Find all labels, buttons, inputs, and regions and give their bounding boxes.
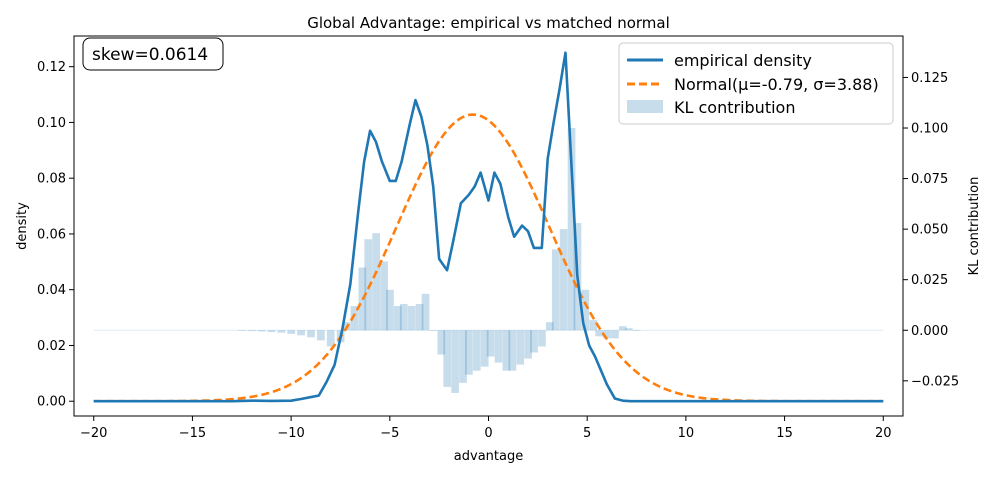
y2-tick-label: 0.075 <box>911 172 948 187</box>
kl-bar <box>364 239 373 331</box>
kl-bar <box>386 289 394 331</box>
kl-bar <box>277 330 286 333</box>
legend-swatch-kl <box>627 100 663 113</box>
x-tick-label: −5 <box>380 426 399 441</box>
chart-title: Global Advantage: empirical vs matched n… <box>307 14 670 32</box>
kl-bar <box>297 330 305 336</box>
kl-bar <box>624 328 633 331</box>
y2-tick-label: 0.000 <box>911 324 948 339</box>
y-axis: 0.00 0.02 0.04 0.06 0.08 0.10 0.12 <box>37 60 74 410</box>
kl-bar <box>399 303 408 331</box>
legend-label-kl: KL contribution <box>674 98 795 117</box>
kl-bar <box>603 330 611 339</box>
skew-annotation: skew=0.0614 <box>82 37 224 71</box>
kl-bar <box>415 303 424 331</box>
x-tick-label: 10 <box>678 426 695 441</box>
kl-bar <box>437 330 446 355</box>
kl-bar <box>508 330 517 371</box>
kl-bar <box>267 330 276 333</box>
kl-bar <box>551 249 560 331</box>
y-tick-label: 0.08 <box>37 172 66 187</box>
y-axis-label: density <box>15 202 30 250</box>
kl-bar <box>538 330 546 347</box>
x-tick-label: −10 <box>277 426 304 441</box>
kl-bar <box>486 330 495 357</box>
x-tick-label: 15 <box>776 426 793 441</box>
skew-annotation-text: skew=0.0614 <box>92 45 208 65</box>
kl-bar <box>287 330 296 334</box>
x-tick-label: 0 <box>484 426 492 441</box>
kl-bar <box>545 322 554 331</box>
kl-bar <box>326 330 335 347</box>
kl-bar <box>524 330 532 359</box>
kl-bar <box>317 330 325 341</box>
y2-tick-label: 0.100 <box>911 122 948 137</box>
kl-bar <box>516 330 525 365</box>
y2-tick-label: −0.025 <box>911 374 959 389</box>
kl-bar <box>350 305 359 331</box>
kl-bar <box>459 330 467 383</box>
kl-bar <box>472 330 481 371</box>
kl-bar <box>257 330 266 332</box>
kl-bar <box>465 330 473 375</box>
y-tick-label: 0.06 <box>37 227 66 242</box>
kl-bar <box>632 330 641 331</box>
legend-label-empirical: empirical density <box>674 51 812 70</box>
x-tick-label: −15 <box>179 426 206 441</box>
y2-tick-label: 0.050 <box>911 223 948 238</box>
y-tick-label: 0.00 <box>37 395 66 410</box>
x-tick-label: 5 <box>583 426 591 441</box>
kl-bar <box>238 330 246 331</box>
y-tick-label: 0.04 <box>37 283 66 298</box>
y-tick-label: 0.02 <box>37 339 66 354</box>
kl-bar <box>443 330 452 387</box>
kl-bar <box>559 229 568 331</box>
legend-box <box>618 42 894 125</box>
empirical-density-line <box>93 51 884 403</box>
kl-bar <box>595 330 604 337</box>
x-axis-label: advantage <box>454 449 523 464</box>
x-axis: −20 −15 −10 −5 0 5 10 15 20 <box>80 416 892 441</box>
x-tick-label: 20 <box>875 426 892 441</box>
kl-bar <box>502 330 511 371</box>
y2-axis: −0.025 0.000 0.025 0.050 0.075 0.100 0.125 <box>903 71 959 389</box>
kl-bar <box>581 289 590 331</box>
kl-bar <box>480 330 489 367</box>
kl-bar <box>567 128 576 331</box>
kl-bar <box>589 320 598 331</box>
legend-label-normal: Normal(μ=-0.79, σ=3.88) <box>674 75 879 94</box>
y2-tick-label: 0.025 <box>911 273 948 288</box>
kl-bar <box>307 330 315 338</box>
y2-axis-label: KL contribution <box>967 177 982 276</box>
kl-bar <box>429 330 438 331</box>
kl-bar <box>372 233 380 331</box>
kl-contribution-bars <box>93 128 884 393</box>
kl-bar <box>619 326 627 331</box>
y-tick-label: 0.10 <box>37 116 66 131</box>
kl-bar <box>407 305 416 331</box>
y-tick-label: 0.12 <box>37 60 66 75</box>
kl-bar <box>451 330 459 393</box>
kl-bar <box>421 293 430 331</box>
kl-bar <box>611 330 619 339</box>
skew-annotation-box <box>82 37 224 71</box>
kl-bar <box>494 330 503 363</box>
kl-bar <box>394 305 402 331</box>
legend: empirical density Normal(μ=-0.79, σ=3.88… <box>618 42 894 125</box>
x-tick-label: −20 <box>80 426 107 441</box>
kl-bar <box>530 330 538 353</box>
kl-bar <box>247 330 256 332</box>
y2-tick-label: 0.125 <box>911 71 948 86</box>
kl-bar <box>380 261 388 331</box>
plot-lines <box>93 51 884 403</box>
